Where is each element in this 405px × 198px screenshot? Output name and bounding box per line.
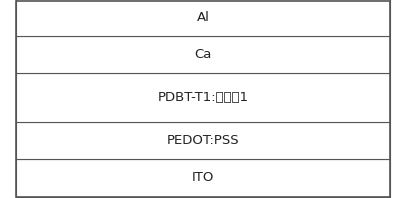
Bar: [16, 159, 389, 196]
Bar: [16, 73, 389, 122]
Bar: [16, 36, 389, 73]
Text: ITO: ITO: [191, 171, 214, 184]
Bar: [16, 0, 389, 36]
Text: Ca: Ca: [194, 48, 211, 61]
Text: Al: Al: [196, 11, 209, 24]
Bar: [16, 122, 389, 159]
Text: PEDOT:PSS: PEDOT:PSS: [166, 134, 239, 147]
Text: PDBT-T1:化合剹1: PDBT-T1:化合剹1: [157, 91, 248, 104]
